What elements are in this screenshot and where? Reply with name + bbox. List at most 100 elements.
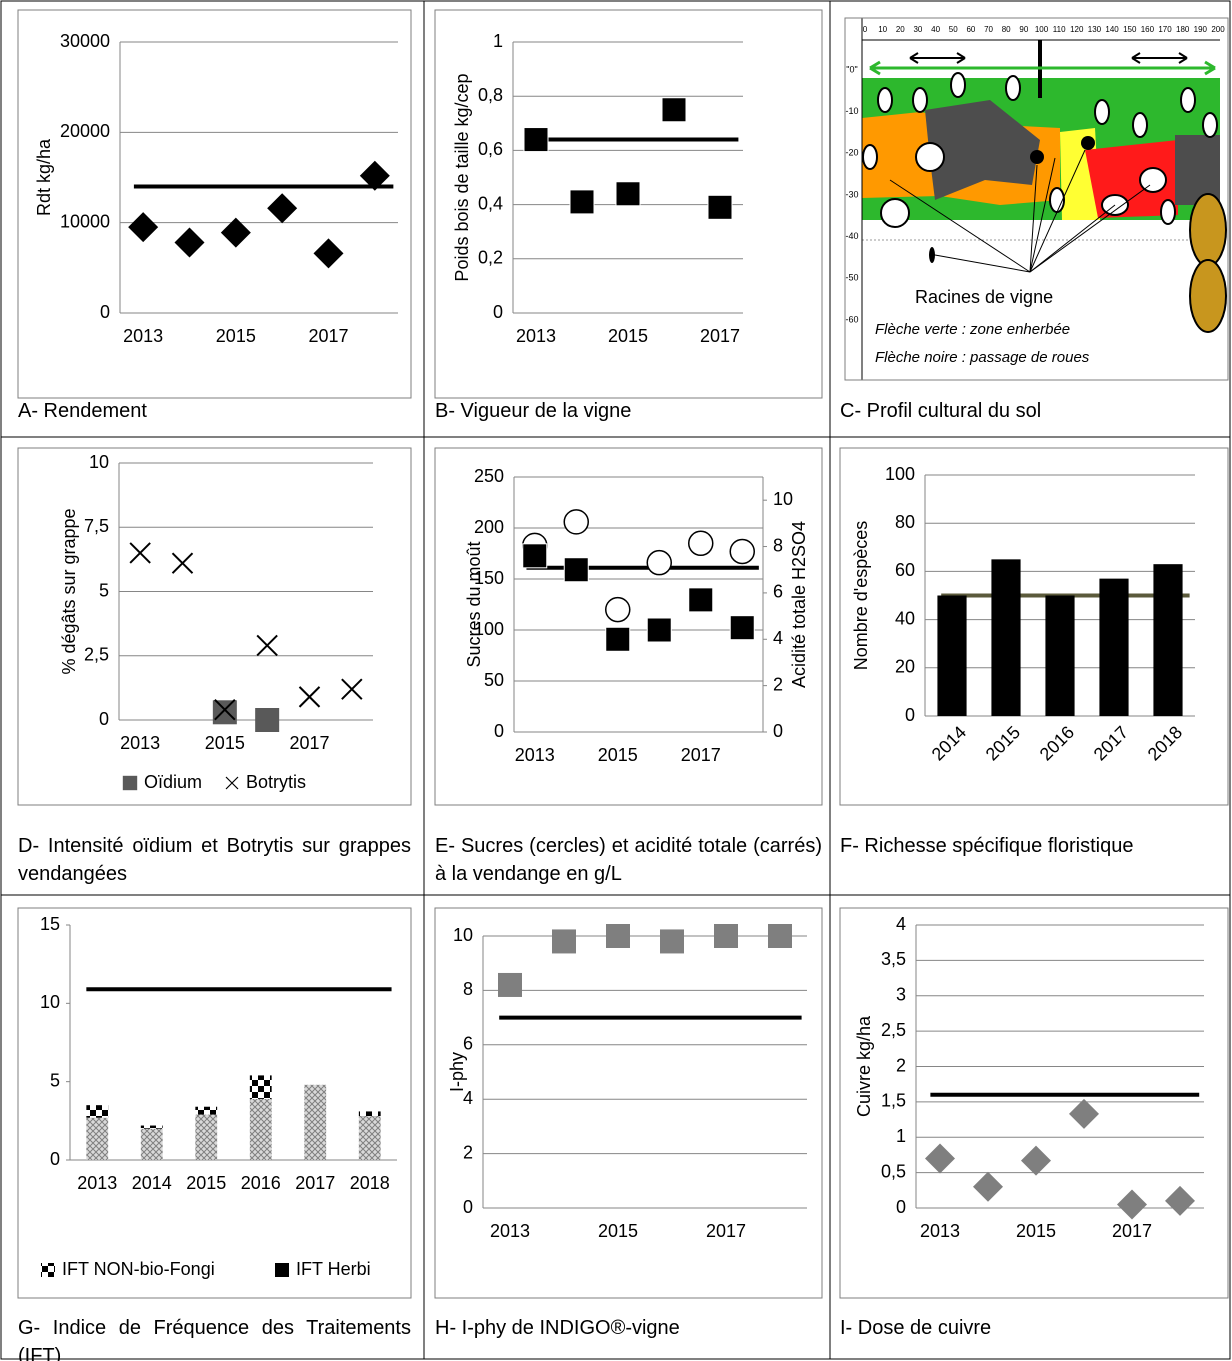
chart-frame (839, 907, 1229, 1299)
point (707, 194, 733, 220)
y-tick-label: 0 (50, 1149, 60, 1169)
y-tick-label: 15 (40, 914, 60, 934)
caption: E- Sucres (cercles) et acidité totale (c… (435, 835, 822, 885)
ruler-label: 70 (984, 25, 993, 34)
bar (1045, 595, 1075, 716)
y-tick-label: 10000 (60, 211, 110, 231)
y2-tick-label: 10 (773, 489, 793, 509)
x-tick-label: 2017 (700, 326, 740, 346)
x-tick-label: 2017 (1112, 1221, 1152, 1241)
x-tick-label: 2017 (681, 745, 721, 765)
y-tick-label: 10 (453, 925, 473, 945)
chart-frame (844, 17, 1229, 381)
y-tick-label: 5 (50, 1070, 60, 1090)
x-tick-label: 2014 (132, 1173, 172, 1193)
x-tick-label: 2016 (1036, 722, 1078, 764)
y-tick-label: 0 (494, 721, 504, 741)
bar-segment (249, 1098, 272, 1160)
y-tick-label: 0,5 (881, 1161, 906, 1181)
ruler-label: 110 (1053, 25, 1066, 34)
point (214, 699, 236, 721)
x-tick-label: 2013 (120, 733, 160, 753)
point (615, 181, 641, 207)
point (212, 700, 237, 725)
ruler-label: 10 (878, 25, 887, 34)
legend-label: IFT NON-bio-Fongi (62, 1259, 215, 1279)
depth-label: "0" (846, 64, 857, 74)
legend-label: IFT Herbi (296, 1259, 371, 1279)
y-tick-label: 4 (896, 914, 906, 934)
ruler-label: 160 (1141, 25, 1155, 34)
y-tick-label: 50 (484, 670, 504, 690)
legend-marker (275, 1263, 289, 1277)
point (298, 686, 321, 708)
y-tick-label: 3,5 (881, 949, 906, 969)
x-tick-label: 2015 (598, 1221, 638, 1241)
point (522, 543, 548, 569)
x-tick-label: 2013 (123, 326, 163, 346)
depth-label: -60 (845, 314, 858, 324)
y2-tick-label: 4 (773, 628, 783, 648)
point (646, 617, 672, 643)
bar-segment (195, 1106, 218, 1115)
y-tick-label: 150 (474, 568, 504, 588)
point (605, 626, 631, 652)
y-axis-label: Poids bois de taille kg/cep (452, 73, 472, 281)
legend-marker (122, 775, 138, 791)
y-tick-label: 2 (463, 1142, 473, 1162)
y-tick-label: 10 (40, 992, 60, 1012)
y-tick-label: 30000 (60, 31, 110, 51)
x-tick-label: 2016 (241, 1173, 281, 1193)
point (256, 634, 278, 657)
bar (1153, 564, 1183, 716)
y-tick-label: 0 (463, 1197, 473, 1217)
x-tick-label: 2017 (308, 326, 348, 346)
point (606, 924, 630, 948)
point (552, 929, 576, 954)
chart-frame (434, 907, 823, 1299)
bar (1099, 578, 1129, 716)
x-tick-label: 2018 (350, 1173, 390, 1193)
bar-segment (249, 1075, 272, 1099)
y2-axis-label: Acidité totale H2SO4 (789, 521, 809, 688)
ruler-label: 60 (966, 25, 975, 34)
chart-frame (17, 9, 412, 399)
bar (991, 559, 1021, 716)
x-tick-label: 2017 (289, 733, 329, 753)
chart-frame (17, 447, 412, 806)
x-tick-label: 2018 (1144, 722, 1186, 764)
caption: I- Dose de cuivre (840, 1317, 992, 1339)
ruler-label: 200 (1211, 25, 1225, 34)
point (661, 97, 687, 123)
point (129, 542, 151, 564)
y-tick-label: 0,8 (478, 85, 503, 105)
y2-tick-label: 0 (773, 721, 783, 741)
y-tick-label: 0 (493, 302, 503, 322)
ruler-label: 190 (1194, 25, 1208, 34)
y-tick-label: 1 (896, 1126, 906, 1146)
y-tick-label: 100 (885, 464, 915, 484)
ruler-label: 90 (1019, 25, 1028, 34)
point (1021, 1145, 1051, 1176)
y-tick-label: 0,4 (478, 193, 503, 213)
x-tick-label: 2017 (295, 1173, 335, 1193)
y-tick-label: 10 (89, 452, 109, 472)
y-tick-label: 100 (474, 619, 504, 639)
point (1165, 1185, 1195, 1216)
x-tick-label: 2017 (1090, 722, 1132, 764)
point (171, 552, 194, 574)
point (498, 972, 522, 997)
x-tick-label: 2017 (706, 1221, 746, 1241)
point (563, 509, 589, 535)
ruler-label: 150 (1123, 25, 1137, 34)
x-tick-label: 2015 (216, 326, 256, 346)
y-tick-label: 1,5 (881, 1091, 906, 1111)
point (605, 596, 631, 623)
depth-label: -20 (845, 148, 858, 158)
x-tick-label: 2015 (982, 722, 1024, 764)
y-tick-label: 6 (463, 1034, 473, 1054)
point (523, 127, 549, 153)
bar-segment (358, 1111, 381, 1117)
soil-profile-drawing (861, 18, 1227, 380)
